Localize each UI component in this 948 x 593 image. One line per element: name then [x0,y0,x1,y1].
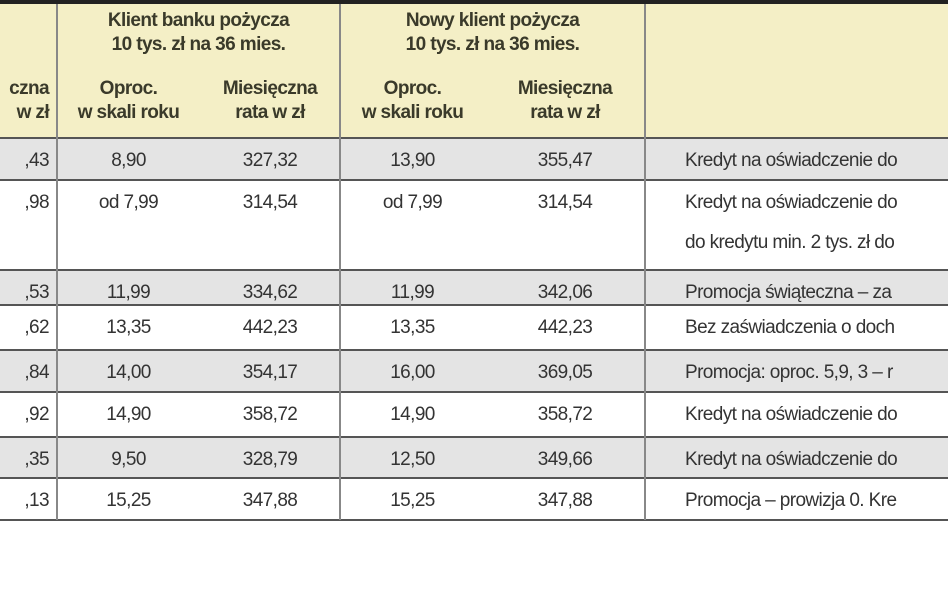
group-header: Klient banku pożycza [107,10,290,31]
cell: 354,17 [242,362,298,383]
column-header: w skali roku [77,102,180,123]
header-background [0,0,948,138]
row-rule [0,391,948,393]
column-header: Miesięczna [517,78,613,99]
column-rule [339,4,341,520]
column-header: rata w zł [235,102,305,123]
note: Bez zaświadczenia o doch [685,317,895,338]
column-header: rata w zł [530,102,600,123]
cell: 15,25 [106,490,151,511]
note: do kredytu min. 2 tys. zł do [685,232,895,253]
cell: ,13 [24,490,49,511]
row-background [0,350,948,392]
group-header: 10 tys. zł na 36 mies. [405,34,580,55]
row-rule [0,349,948,351]
group-header: 10 tys. zł na 36 mies. [111,34,286,55]
cell: ,43 [24,150,49,171]
row-rule [0,304,948,306]
column-header: w skali roku [361,102,464,123]
row-background [0,270,948,305]
top-rule [0,0,948,4]
cell: 11,99 [390,282,435,303]
row-rule [0,436,948,438]
cell: 13,35 [106,317,151,338]
cell: 342,06 [537,282,593,303]
cell: 16,00 [390,362,435,383]
cell: ,53 [24,282,49,303]
group-header: Nowy klient pożycza [405,10,580,31]
note: Promocja: oproc. 5,9, 3 – r [685,362,893,383]
note: Kredyt na oświadczenie do [685,404,898,425]
note: Kredyt na oświadczenie do [685,192,898,213]
cell: 369,05 [537,362,593,383]
column-header: Oproc. [383,78,442,99]
cell: 9,50 [111,449,146,470]
note: Promocja – prowizja 0. Kre [685,490,897,511]
note: Promocja świąteczna – za [685,282,892,303]
cell: od 7,99 [382,192,443,213]
cell: 14,90 [106,404,151,425]
column-rule [56,4,58,520]
cell: 14,90 [390,404,435,425]
cell: 327,32 [242,150,298,171]
column-header: czna [9,78,49,99]
row-rule [0,179,948,181]
cell: 11,99 [106,282,151,303]
cell: 358,72 [242,404,298,425]
cell: 442,23 [537,317,593,338]
row-background [0,437,948,478]
cell: 12,50 [390,449,435,470]
row-background [0,305,948,350]
row-background [0,138,948,180]
cell: ,35 [24,449,49,470]
cell: 314,54 [242,192,298,213]
cell: ,84 [24,362,49,383]
cell: 15,25 [390,490,435,511]
column-header: Miesięczna [222,78,318,99]
cell: 349,66 [537,449,593,470]
cell: 14,00 [106,362,151,383]
cell: 13,90 [390,150,435,171]
cell: 314,54 [537,192,593,213]
note: Kredyt na oświadczenie do [685,449,898,470]
cell: 347,88 [242,490,298,511]
cell: ,92 [24,404,49,425]
column-header: w zł [16,102,50,123]
column-rule [644,4,646,520]
row-rule [0,477,948,479]
cell: 13,35 [390,317,435,338]
row-rule [0,519,948,521]
cell: 347,88 [537,490,593,511]
cell: od 7,99 [98,192,159,213]
row-background [0,180,948,270]
row-background [0,392,948,437]
row-rule [0,269,948,271]
cell: 442,23 [242,317,298,338]
row-background [0,478,948,520]
cell: ,62 [24,317,49,338]
cell: 334,62 [242,282,298,303]
cell: 8,90 [111,150,146,171]
cell: 355,47 [537,150,593,171]
note: Kredyt na oświadczenie do [685,150,898,171]
cell: 358,72 [537,404,593,425]
cell: ,98 [24,192,49,213]
cell: 328,79 [242,449,298,470]
row-rule [0,137,948,139]
column-header: Oproc. [99,78,158,99]
